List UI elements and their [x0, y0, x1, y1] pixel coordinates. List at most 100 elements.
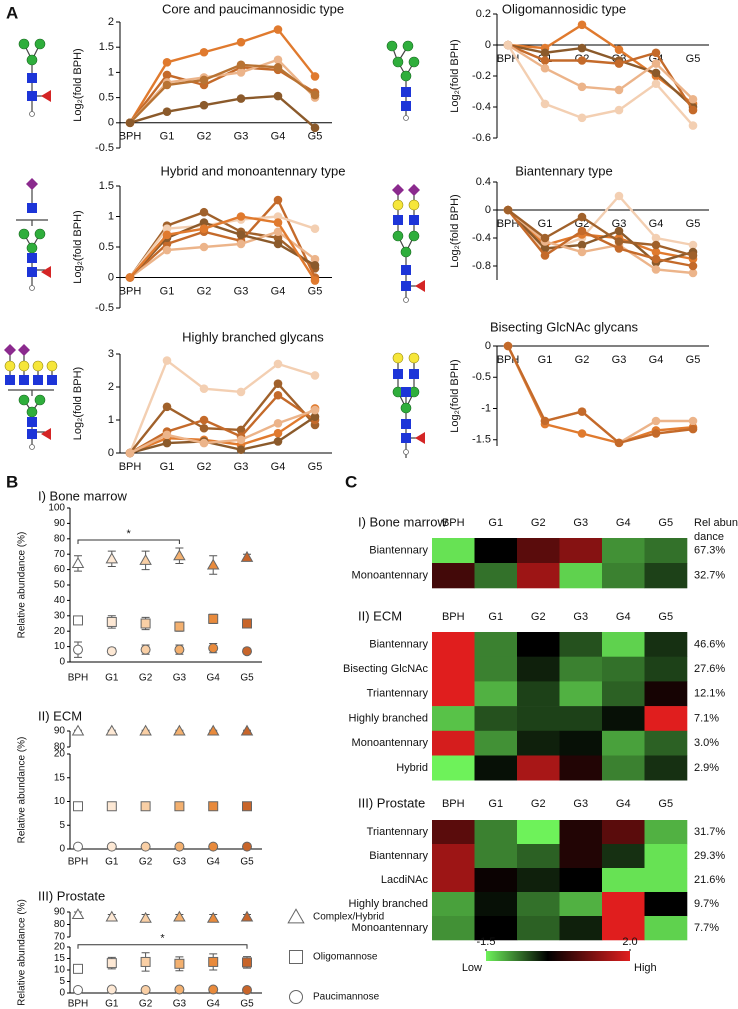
data-point [614, 438, 624, 448]
x-tick-label: G2 [139, 999, 153, 1009]
y-tick-label: -0.5 [95, 142, 114, 154]
series-line [507, 209, 694, 261]
data-point [73, 644, 83, 655]
data-point [174, 841, 185, 852]
series-line [507, 23, 694, 105]
y-axis-label: Log₂(fold BPH) [449, 39, 461, 112]
x-tick-label: G3 [612, 354, 627, 366]
share-label: 7.7% [694, 922, 719, 934]
x-tick-label: G4 [207, 999, 221, 1009]
series-line [128, 28, 316, 124]
significance-label: * [127, 528, 132, 540]
data-point [199, 423, 209, 433]
data-point [236, 230, 246, 240]
heatmap-cell [559, 868, 603, 893]
data-point [162, 438, 172, 448]
x-tick-label: G5 [686, 218, 701, 230]
heatmap-cell [432, 681, 475, 707]
row-label: Biantennary [369, 544, 428, 556]
y-tick-label: 80 [54, 533, 66, 544]
heatmap-cell [602, 892, 645, 917]
heatmap-cell [474, 755, 518, 781]
data-point [651, 240, 661, 250]
y-tick-label: 0.4 [476, 176, 491, 188]
data-point [273, 233, 283, 243]
data-point [174, 801, 185, 812]
x-tick-label: G1 [538, 218, 553, 230]
data-point [273, 218, 283, 227]
heatmap-cell [517, 538, 560, 564]
data-point [651, 265, 661, 274]
x-tick-label: BPH [119, 131, 142, 143]
column-label: G5 [658, 611, 673, 623]
data-point [236, 37, 246, 47]
y-tick-label: 1 [108, 414, 114, 426]
y-tick-label: 5 [59, 976, 65, 987]
legend-marker [287, 908, 305, 924]
heatmap-cell [559, 755, 603, 781]
data-point [242, 801, 252, 812]
heatmap-cell [474, 730, 518, 756]
x-tick-label: G4 [207, 857, 221, 868]
column-label: G2 [531, 517, 546, 529]
heatmap-cell [644, 755, 688, 781]
data-point [651, 68, 661, 78]
data-point [139, 724, 152, 736]
y-tick-label: 1 [108, 210, 114, 222]
heatmap-cell [432, 656, 475, 682]
series-line [128, 358, 316, 454]
heatmap-cell [474, 892, 518, 917]
data-point [540, 48, 550, 58]
y-tick-label: 0 [485, 340, 491, 352]
chart-title: Core and paucimannosidic type [162, 1, 344, 16]
heatmap-cell [602, 844, 645, 869]
data-point [105, 552, 119, 564]
x-tick-label: G3 [234, 461, 249, 473]
heatmap-cell [432, 844, 475, 869]
heatmap-cell [644, 656, 688, 682]
glycan-icon [392, 352, 425, 458]
series-line [129, 197, 317, 279]
x-tick-label: G2 [139, 673, 153, 684]
heatmap-cell [559, 681, 603, 707]
heatmap-cell [432, 632, 475, 657]
data-point [199, 242, 209, 252]
heatmap-cell [517, 632, 560, 657]
data-point [73, 615, 83, 626]
data-point [73, 963, 83, 974]
heatmap-cell [517, 755, 560, 781]
data-point [310, 261, 320, 270]
data-point [242, 985, 252, 996]
y-tick-label: 0 [59, 844, 65, 855]
colorbar [486, 951, 630, 961]
series-line [129, 63, 316, 124]
share-label: 46.6% [694, 638, 725, 650]
heatmap-cell [474, 656, 518, 682]
data-point [174, 984, 185, 995]
y-tick-label: -1.5 [472, 434, 491, 446]
data-point [273, 239, 283, 249]
y-tick-label: 3 [108, 348, 114, 360]
x-tick-label: G1 [105, 673, 119, 684]
data-point [242, 841, 252, 852]
legend-marker [289, 950, 303, 964]
heatmap-cell [559, 563, 603, 589]
data-point [162, 80, 172, 90]
data-point [162, 70, 172, 80]
data-point [199, 47, 209, 57]
colorbar-tick-label: 2.0 [622, 936, 637, 948]
data-point [310, 254, 320, 264]
chart-title: III) Prostate [38, 888, 105, 903]
y-tick-label: 90 [54, 907, 66, 918]
data-point [106, 646, 117, 657]
heatmap-cell [602, 820, 645, 845]
y-tick-label: 20 [54, 749, 66, 760]
data-point [577, 212, 587, 222]
data-point [73, 801, 83, 812]
data-point [208, 956, 219, 967]
chart-title: III) Prostate [358, 795, 425, 810]
data-point [577, 226, 587, 236]
data-point [577, 20, 587, 30]
heatmap-cell [602, 656, 645, 682]
y-tick-label: -0.2 [472, 70, 491, 82]
